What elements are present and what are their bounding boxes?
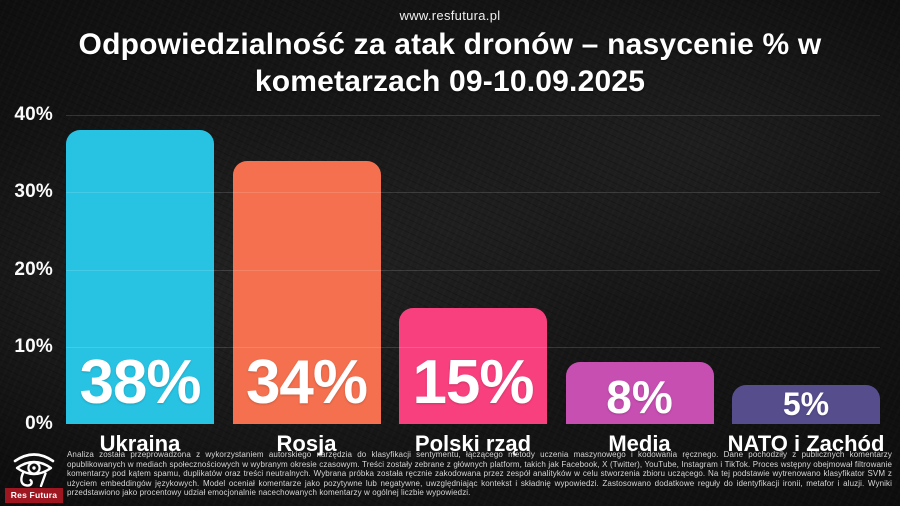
y-tick-label: 40% [14, 104, 53, 125]
methodology-text: Analiza została przeprowadzona z wykorzy… [67, 450, 892, 498]
bar-value-label: 15% [412, 348, 534, 417]
y-axis: 40% 30% 20% 10% 0% [0, 104, 57, 434]
plot-area: 38% Ukraina 34% Rosja 15% Polski rząd 8% Media 5… [66, 115, 884, 456]
bar-value-label: 8% [606, 371, 673, 423]
footer: Res Futura Analiza została przeprowadzon… [0, 444, 900, 506]
y-tick-label: 0% [25, 413, 53, 434]
bar-category-label: Rosja [276, 431, 337, 456]
bar-value-label: 5% [782, 386, 830, 422]
bar: 38% Ukraina [66, 130, 214, 456]
gridline [66, 115, 880, 116]
logo-wordmark: Res Futura [5, 488, 63, 503]
bars-container: 38% Ukraina 34% Rosja 15% Polski rząd 8% Media 5… [66, 115, 884, 456]
gridline [66, 269, 880, 271]
site-url: www.resfutura.pl [399, 8, 501, 23]
bar-category-label: Ukraina [99, 431, 181, 456]
bar-column: 8% Media [565, 115, 714, 456]
bar-category-label: Media [608, 431, 671, 456]
bar-column: 34% Rosja [232, 115, 381, 456]
bar-value-label: 38% [79, 348, 201, 417]
y-tick-label: 30% [14, 181, 53, 203]
eye-of-horus-icon [13, 453, 55, 487]
bar-category-label: Polski rząd [414, 431, 532, 456]
bar-column: 5% NATO i Zachód [728, 115, 884, 456]
y-tick-label: 20% [14, 258, 53, 280]
bar: 15% Polski rząd [399, 308, 547, 456]
bar-category-label: NATO i Zachód [727, 431, 885, 456]
y-tick-label: 10% [14, 335, 53, 357]
bar: 34% Rosja [232, 161, 381, 456]
bar-value-label: 34% [245, 348, 368, 417]
bar: 8% Media [565, 362, 714, 456]
gridline [66, 346, 880, 348]
res-futura-logo: Res Futura [5, 449, 63, 503]
bar-column: 38% Ukraina [66, 115, 214, 456]
bar-column: 15% Polski rząd [399, 115, 547, 456]
chart-title: Odpowiedzialność za atak dronów – nasyce… [78, 28, 822, 98]
gridline [66, 192, 880, 194]
bar: 5% NATO i Zachód [728, 385, 884, 456]
